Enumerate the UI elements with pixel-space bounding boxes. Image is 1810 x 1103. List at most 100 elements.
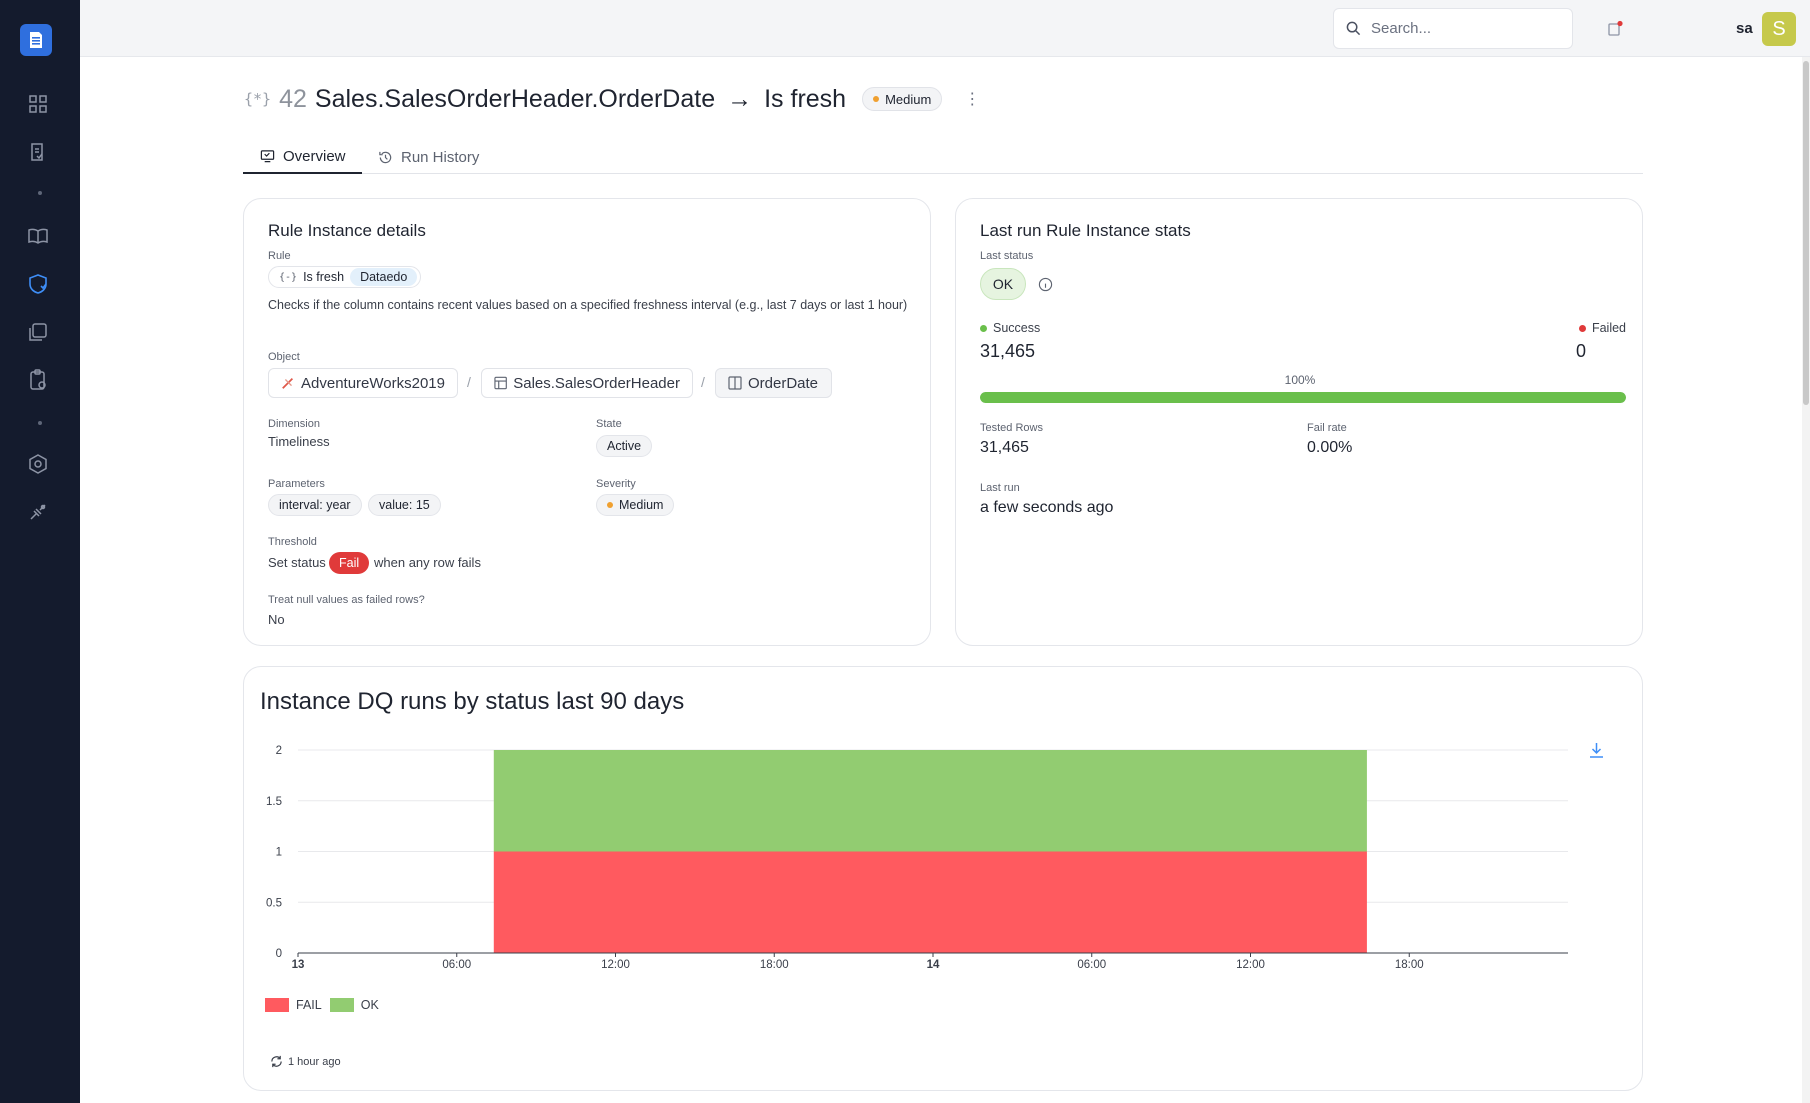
series-area-fail: [493, 851, 1367, 953]
dashboard-icon[interactable]: [26, 92, 50, 116]
rule-name: Is fresh: [764, 84, 847, 113]
tab-label: Run History: [401, 148, 480, 166]
search-box[interactable]: [1333, 8, 1573, 49]
rule-instance-icon: {*}: [244, 90, 272, 108]
state-badge: Active: [596, 435, 653, 457]
x-tick-label: 18:00: [760, 959, 789, 971]
download-icon[interactable]: [1588, 741, 1605, 764]
threshold-status-badge: Fail: [329, 552, 370, 574]
severity-dot: [873, 96, 880, 102]
failed-legend: Failed: [1578, 321, 1626, 335]
tab-overview[interactable]: Overview: [243, 140, 362, 174]
object-column[interactable]: OrderDate: [715, 368, 832, 398]
object-column-name: OrderDate: [748, 374, 819, 392]
failed-label: Failed: [1591, 321, 1626, 335]
y-tick-label: 0: [276, 948, 282, 960]
last-status-label: Last status: [980, 250, 1034, 262]
clipboard-icon[interactable]: [26, 368, 50, 392]
top-bar: sa S: [80, 0, 1810, 57]
card-title: Last run Rule Instance stats: [980, 221, 1191, 240]
tested-rows-label: Tested Rows: [980, 422, 1043, 434]
arrow-right-icon: →: [727, 84, 753, 113]
data-quality-icon[interactable]: [26, 272, 50, 296]
connector-icon[interactable]: [26, 500, 50, 524]
tested-rows-value: 31,465: [980, 439, 1029, 456]
sidebar-divider-dot: [38, 421, 42, 425]
dq-runs-chart: 0 0.5 1 1.5 2 13 06:00 12:00 18:00 14 06:00 12:00 18…: [266, 745, 1568, 971]
severity-dot: [607, 502, 613, 508]
book-icon[interactable]: [26, 224, 50, 248]
severity-badge: Medium: [862, 87, 943, 111]
x-tick-label: 14: [927, 959, 940, 971]
more-options-icon[interactable]: ⋮: [964, 91, 981, 108]
tab-run-history[interactable]: Run History: [378, 140, 479, 174]
notification-bell-icon[interactable]: [1605, 19, 1625, 39]
object-database[interactable]: AdventureWorks2019: [268, 368, 458, 398]
rule-icon: {-}: [279, 271, 298, 283]
scrollbar-thumb[interactable]: [1803, 61, 1809, 405]
last-status-badge: OK: [980, 268, 1026, 300]
card-title: Rule Instance details: [268, 221, 426, 240]
user-name[interactable]: sa: [1736, 20, 1753, 37]
sidebar-divider-dot: [38, 191, 42, 195]
severity-value: Medium: [619, 498, 664, 512]
success-progress-fill: [980, 392, 1626, 403]
search-input[interactable]: [1371, 20, 1561, 37]
table-icon: [494, 376, 507, 390]
object-table[interactable]: Sales.SalesOrderHeader: [481, 368, 693, 398]
database-icon: [282, 378, 294, 389]
parameter-pill: interval: year: [268, 494, 362, 516]
chart-title: Instance DQ runs by status last 90 days: [260, 688, 685, 715]
severity-label: Severity: [596, 478, 636, 490]
parameters-label: Parameters: [268, 478, 325, 490]
dataedo-logo[interactable]: [20, 24, 52, 56]
sidebar: [0, 0, 80, 1103]
last-run-stats-card: Last run Rule Instance stats Last status…: [955, 198, 1643, 646]
null-values-value: No: [268, 612, 285, 627]
failed-value: 0: [1576, 341, 1587, 361]
collections-icon[interactable]: [26, 320, 50, 344]
tab-label: Overview: [283, 147, 346, 165]
settings-icon[interactable]: [26, 452, 50, 476]
reports-icon[interactable]: [26, 140, 50, 164]
chart-refresh[interactable]: 1 hour ago: [270, 1055, 341, 1068]
avatar[interactable]: S: [1762, 12, 1796, 46]
state-label: State: [596, 418, 622, 430]
rule-pill[interactable]: {-} Is fresh Dataedo: [268, 266, 422, 288]
y-tick-label: 1.5: [266, 796, 282, 808]
x-tick-label: 06:00: [1077, 959, 1106, 971]
progress-percent: 100%: [1284, 373, 1316, 387]
rule-source-badge: Dataedo: [350, 268, 418, 286]
fail-rate-value: 0.00%: [1307, 439, 1353, 456]
refresh-label: 1 hour ago: [288, 1055, 341, 1068]
dimension-label: Dimension: [268, 418, 320, 430]
chart-legend: FAIL OK: [265, 998, 379, 1012]
refresh-icon: [271, 1055, 282, 1068]
object-database-name: AdventureWorks2019: [301, 374, 445, 392]
x-tick-label: 06:00: [442, 959, 471, 971]
legend-label-ok[interactable]: OK: [360, 998, 379, 1012]
search-icon: [1346, 21, 1361, 36]
threshold-label: Threshold: [268, 536, 317, 548]
overview-icon: [260, 150, 275, 163]
x-tick-label: 18:00: [1395, 959, 1424, 971]
path-separator: /: [467, 374, 471, 390]
path-separator: /: [701, 374, 705, 390]
y-tick-label: 0.5: [266, 897, 282, 909]
x-tick-label: 12:00: [601, 959, 630, 971]
success-value: 31,465: [980, 341, 1036, 361]
series-area-ok: [493, 750, 1367, 852]
y-tick-label: 2: [276, 745, 282, 757]
legend-label-fail[interactable]: FAIL: [296, 998, 322, 1012]
y-tick-label: 1: [276, 847, 282, 859]
tabs: Overview Run History: [243, 140, 1643, 174]
success-legend: Success: [980, 321, 1040, 335]
scrollbar[interactable]: [1802, 57, 1810, 1103]
rule-name: Is fresh: [303, 270, 345, 284]
rule-instance-details-card: Rule Instance details Rule {-} Is fresh …: [243, 198, 931, 646]
parameter-pill: value: 15: [368, 494, 441, 516]
info-icon[interactable]: [1038, 277, 1053, 297]
threshold-suffix: when any row fails: [374, 555, 481, 570]
severity-badge: Medium: [596, 494, 675, 516]
fail-rate-label: Fail rate: [1307, 422, 1347, 434]
